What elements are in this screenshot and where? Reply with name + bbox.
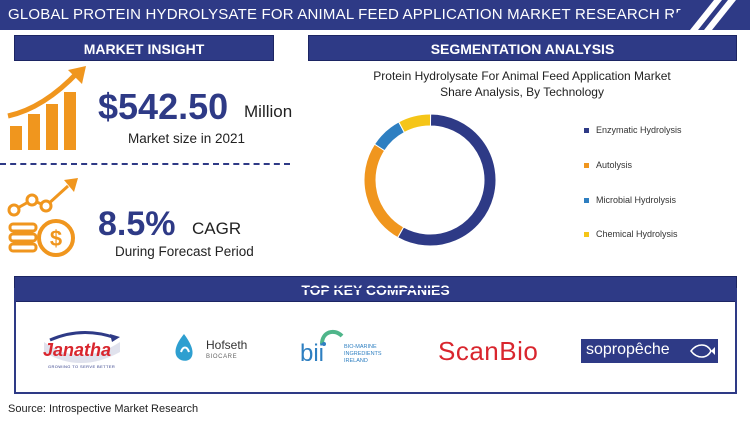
dollar-coins-icon: $ xyxy=(7,178,78,257)
report-title-bar: GLOBAL PROTEIN HYDROLYSATE FOR ANIMAL FE… xyxy=(0,0,728,30)
bii-line-1: BIO-MARINE xyxy=(344,344,377,350)
bii-line-3: IRELAND xyxy=(344,358,368,364)
donut-slice-autolysis xyxy=(363,143,405,239)
donut-slice-microbial-hydrolysis xyxy=(373,121,406,152)
cagr-value: 8.5% xyxy=(98,205,176,243)
legend-item: Enzymatic Hydrolysis xyxy=(584,125,682,135)
chart-title-line-2: Share Analysis, By Technology xyxy=(440,85,604,99)
fish-icon xyxy=(690,344,715,358)
legend-swatch xyxy=(584,198,589,204)
legend-item: Microbial Hydrolysis xyxy=(584,195,676,205)
legend-label: Chemical Hydrolysis xyxy=(596,229,678,239)
segmentation-heading: SEGMENTATION ANALYSIS xyxy=(308,35,737,61)
janatha-wordmark: Janatha xyxy=(43,340,112,360)
source-note: Source: Introspective Market Research xyxy=(8,403,199,415)
market-size-unit: Million xyxy=(244,102,293,121)
donut-slice-chemical-hydrolysis xyxy=(398,113,432,134)
companies-panel xyxy=(14,288,737,394)
growth-chart-icon xyxy=(7,66,86,150)
market-size-label: Market size in 2021 xyxy=(128,131,246,146)
legend-label: Enzymatic Hydrolysis xyxy=(596,125,682,135)
legend-label: Autolysis xyxy=(596,160,633,170)
legend-item: Chemical Hydrolysis xyxy=(584,229,678,239)
market-size-value: $542.50 xyxy=(98,86,229,127)
hofseth-logo: Hofseth BIOCARE xyxy=(172,332,262,368)
janatha-logo: Janatha GROWING TO SERVE BETTER xyxy=(40,328,125,372)
cagr-subtitle: During Forecast Period xyxy=(115,244,254,259)
bii-wordmark: bii xyxy=(300,340,325,367)
donut-slice-enzymatic-hydrolysis xyxy=(397,113,497,247)
legend-label: Microbial Hydrolysis xyxy=(596,195,677,205)
corner-stripe-decoration xyxy=(660,0,750,30)
svg-text:$: $ xyxy=(50,226,62,251)
hofseth-wordmark: Hofseth xyxy=(206,338,248,352)
divider-dashed xyxy=(0,163,290,165)
legend-item: Autolysis xyxy=(584,160,632,170)
chart-title-line-1: Protein Hydrolysate For Animal Feed Appl… xyxy=(373,69,671,83)
sopropeche-logo: sopropêche xyxy=(581,339,718,363)
janatha-tagline: GROWING TO SERVE BETTER xyxy=(48,364,116,369)
market-insight-heading: MARKET INSIGHT xyxy=(14,35,274,61)
scanbio-logo: ScanBio xyxy=(438,336,539,366)
chart-title: Protein Hydrolysate For Animal Feed Appl… xyxy=(352,68,692,100)
hofseth-subtitle: BIOCARE xyxy=(206,354,238,360)
cagr-label: CAGR xyxy=(192,219,242,238)
bii-logo: bii BIO-MARINE INGREDIENTS IRELAND xyxy=(298,326,408,372)
donut-chart xyxy=(363,113,497,247)
report-title: GLOBAL PROTEIN HYDROLYSATE FOR ANIMAL FE… xyxy=(8,6,728,23)
legend-swatch xyxy=(584,232,589,238)
sopropeche-wordmark: sopropêche xyxy=(586,341,670,358)
legend-swatch xyxy=(584,128,589,134)
legend-swatch xyxy=(584,163,589,169)
bii-line-2: INGREDIENTS xyxy=(344,351,382,357)
